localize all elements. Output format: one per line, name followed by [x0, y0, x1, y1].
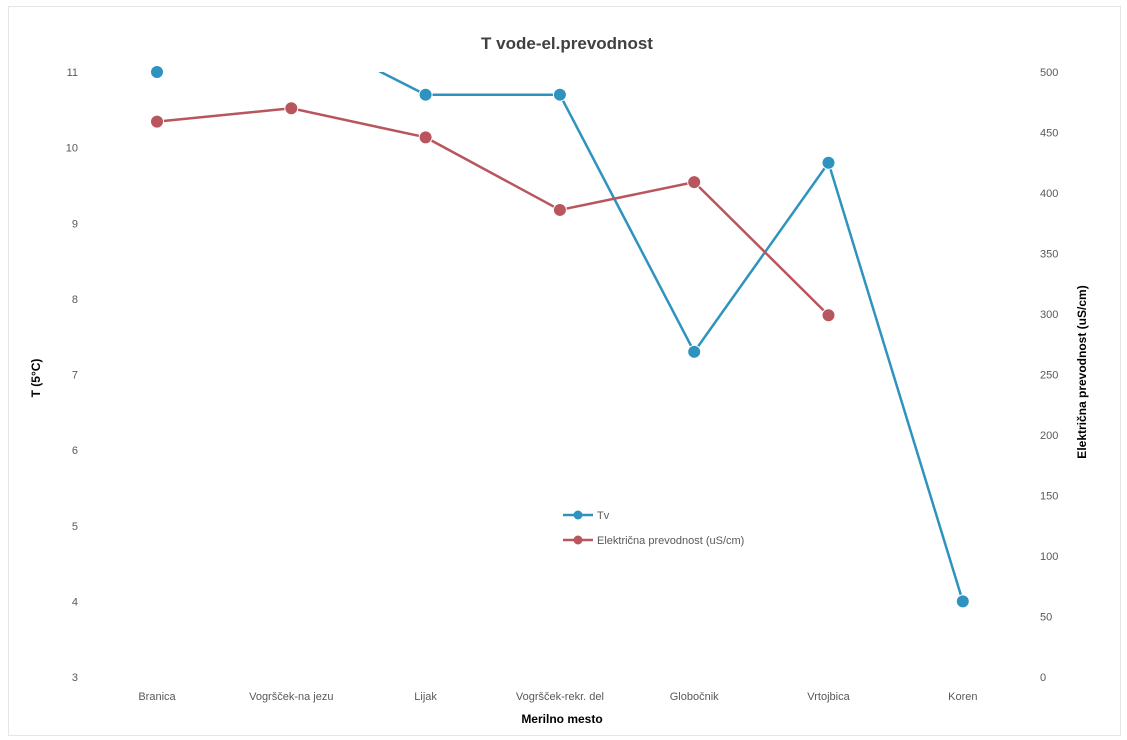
data-point: [821, 308, 836, 323]
y-axis-label: T (5°C): [29, 359, 43, 398]
data-point: [552, 202, 567, 217]
y2-tick-label: 500: [1040, 67, 1058, 79]
y-tick-label: 10: [66, 143, 78, 155]
data-point: [552, 87, 567, 102]
y-tick-label: 7: [72, 370, 78, 382]
y-tick-label: 8: [72, 294, 78, 306]
x-tick-label: Vogršček-na jezu: [249, 691, 333, 703]
y-tick-label: 5: [72, 521, 78, 533]
y2-tick-label: 450: [1040, 128, 1058, 140]
data-point: [687, 344, 702, 359]
y2-tick-label: 200: [1040, 430, 1058, 442]
y2-tick-label: 300: [1040, 309, 1058, 321]
series-1: [150, 65, 970, 609]
series-line: [378, 72, 964, 602]
legend-label: Tv: [597, 510, 610, 522]
legend-marker: [573, 510, 583, 520]
y2-tick-label: 350: [1040, 249, 1058, 261]
series-layer: [150, 65, 970, 609]
data-point: [284, 101, 299, 116]
legend-marker: [573, 535, 583, 545]
y-tick-label: 6: [72, 445, 78, 457]
y-axis-ticks: 11 10 9 8 7 6 5 4 3: [66, 67, 78, 684]
y-tick-label: 11: [67, 67, 78, 79]
x-tick-label: Vrtojbica: [807, 691, 850, 703]
y-tick-label: 9: [72, 218, 78, 230]
y-tick-label: 3: [72, 672, 78, 684]
x-tick-label: Lijak: [414, 691, 437, 703]
y2-tick-label: 50: [1040, 612, 1052, 624]
data-point: [687, 175, 702, 190]
legend: Tv Električna prevodnost (uS/cm): [563, 510, 744, 547]
y2-axis-label: Električna prevodnost (uS/cm): [1075, 285, 1089, 458]
y2-tick-label: 250: [1040, 370, 1058, 382]
y2-tick-label: 400: [1040, 188, 1058, 200]
legend-label: Električna prevodnost (uS/cm): [597, 535, 744, 547]
x-tick-label: Globočnik: [670, 691, 719, 703]
x-tick-label: Branica: [138, 691, 176, 703]
y-tick-label: 4: [72, 596, 78, 608]
y2-tick-label: 100: [1040, 551, 1058, 563]
data-point: [821, 155, 836, 170]
series-line: [156, 107, 830, 317]
x-axis-label: Merilno mesto: [521, 712, 602, 726]
x-axis-ticks: Branica Vogršček-na jezu Lijak Vogršček-rek…: [138, 691, 977, 703]
data-point: [955, 594, 970, 609]
x-tick-label: Koren: [948, 691, 977, 703]
chart-frame: [8, 6, 1121, 736]
data-point: [150, 114, 164, 129]
data-point: [150, 65, 164, 79]
data-point: [418, 87, 433, 102]
series-2: [150, 101, 836, 323]
chart-title: T vode-el.prevodnost: [481, 34, 653, 53]
y2-tick-label: 0: [1040, 672, 1046, 684]
y2-tick-label: 150: [1040, 491, 1058, 503]
x-tick-label: Vogršček-rekr. del: [516, 691, 604, 703]
data-point: [418, 130, 433, 145]
